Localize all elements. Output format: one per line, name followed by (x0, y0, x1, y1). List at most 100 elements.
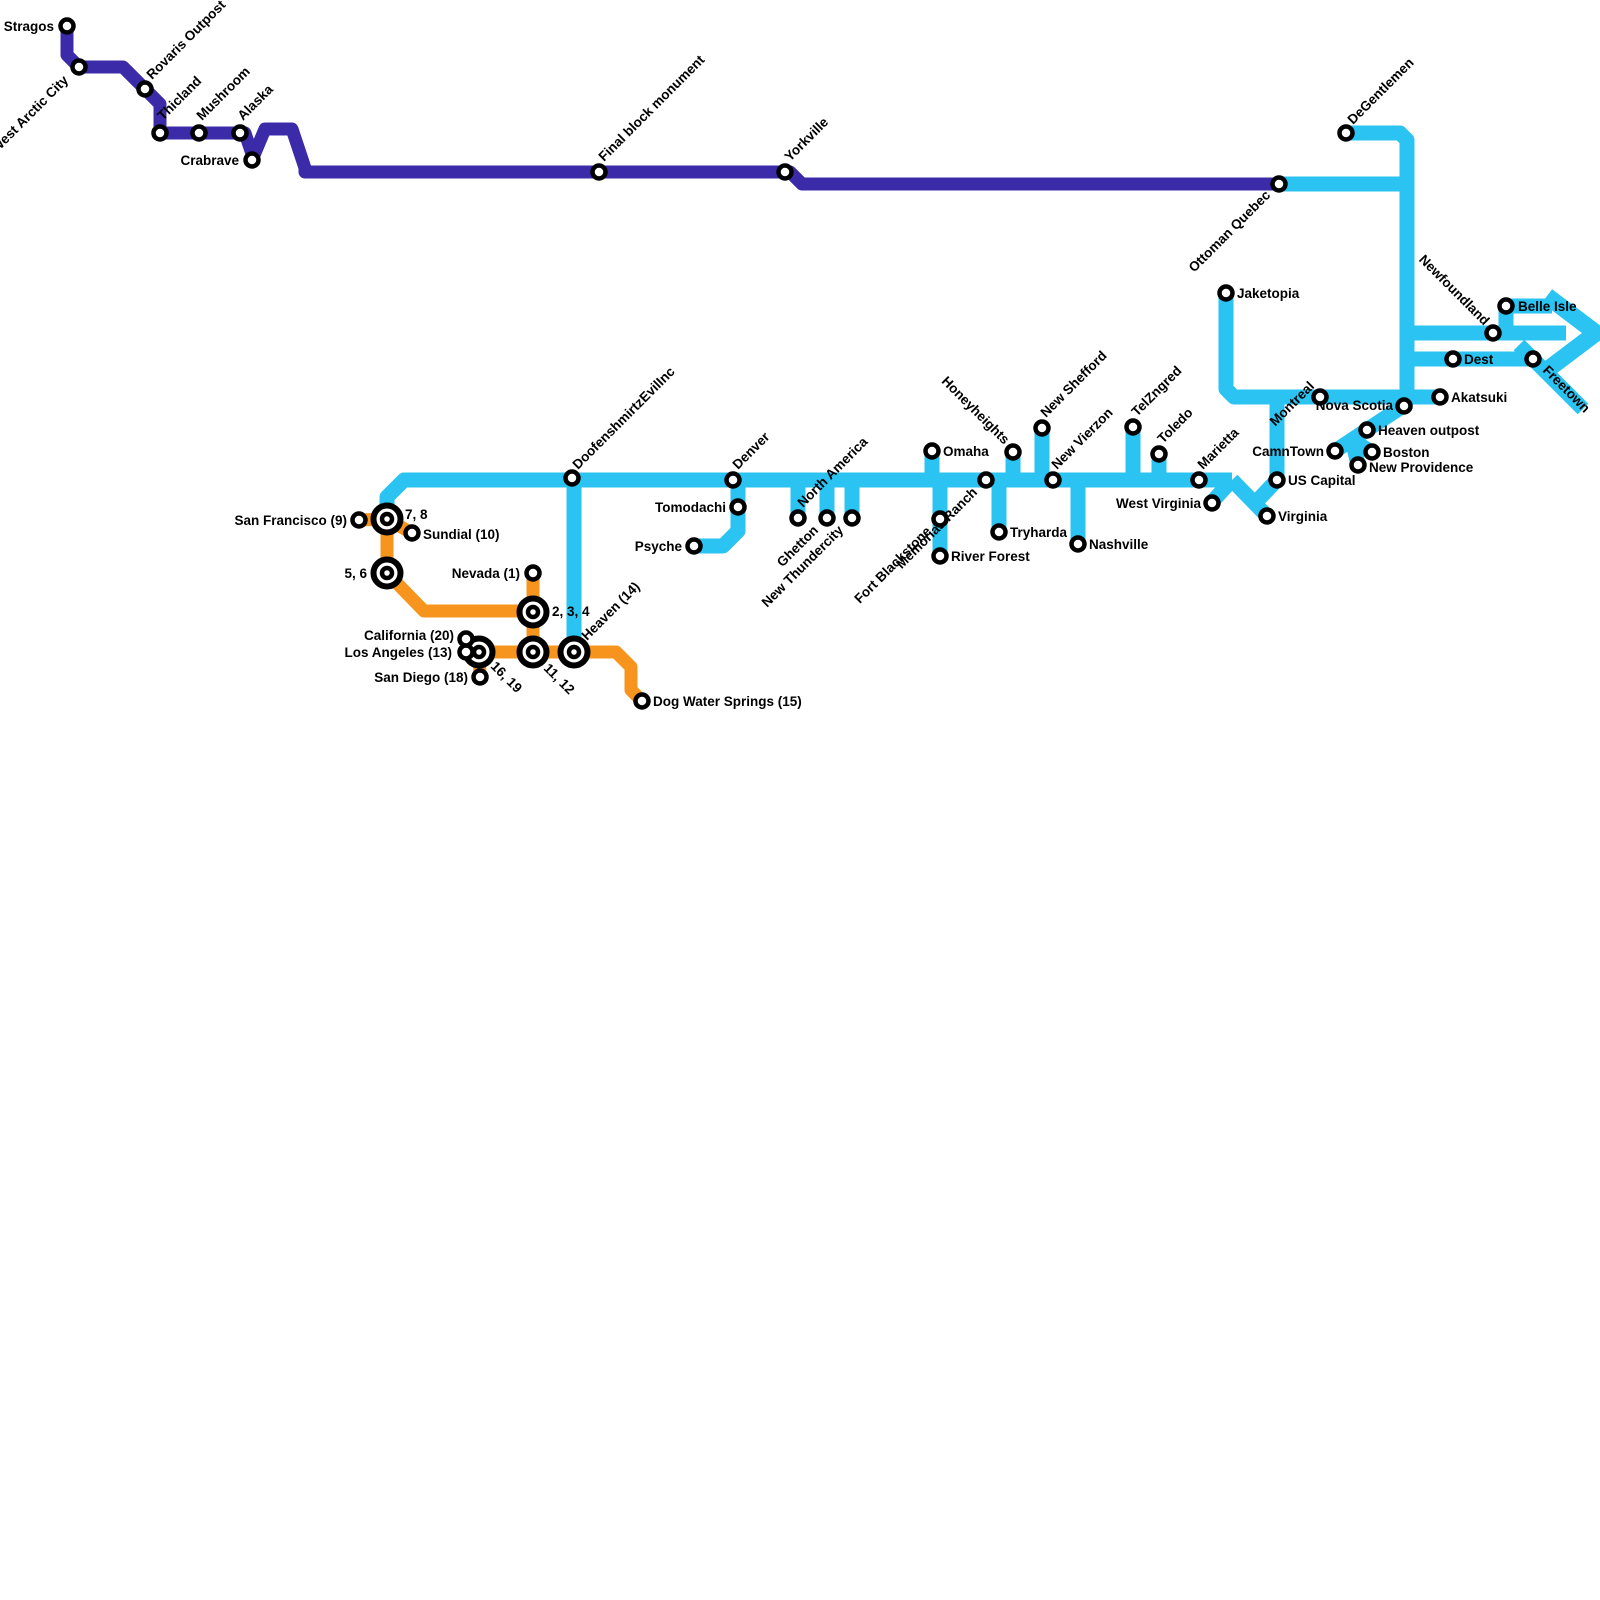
station-marker-icon (1358, 421, 1376, 439)
station-nashville: Nashville (1069, 535, 1149, 553)
station-label-5-6: 5, 6 (344, 566, 367, 581)
station-marker-icon (789, 509, 807, 527)
station-virginia: Virginia (1258, 507, 1328, 525)
orange-line-segment (382, 568, 540, 652)
station-label-los-angeles-13: Los Angeles (13) (344, 645, 452, 660)
station-marker-icon (243, 151, 261, 169)
interchange-core-icon (379, 511, 395, 527)
station-marker-icon (1217, 284, 1235, 302)
station-label-west-virginia: West Virginia (1116, 496, 1202, 511)
station-marker-icon (190, 124, 208, 142)
station-marker-icon (1497, 297, 1515, 315)
station-marker-icon (685, 537, 703, 555)
station-tryharda: Tryharda (990, 523, 1068, 541)
station-label-2-3-4: 2, 3, 4 (552, 604, 590, 619)
station-label-us-capital: US Capital (1288, 473, 1356, 488)
station-akatsuki: Akatsuki (1431, 388, 1507, 406)
station-psyche: Psyche (635, 537, 703, 555)
station-marker-icon (1069, 535, 1087, 553)
station-boston: Boston (1363, 443, 1430, 461)
station-marker-icon (563, 469, 581, 487)
station-marker-icon (58, 17, 76, 35)
station-marker-icon (1524, 350, 1542, 368)
station-label-sundial-10: Sundial (10) (423, 527, 500, 542)
station-sundial-10: Sundial (10) (403, 524, 500, 542)
station-san-francisco-9: San Francisco (9) (234, 511, 368, 529)
station-marker-icon (724, 471, 742, 489)
station-crabrave: Crabrave (180, 151, 261, 169)
interchange-core-icon (379, 565, 395, 581)
station-marker-icon (1484, 324, 1502, 342)
station-label-stragos: Stragos (4, 19, 54, 34)
station-label-heaven-outpost: Heaven outpost (1378, 423, 1480, 438)
station-marker-icon (1190, 471, 1208, 489)
station-label-nashville: Nashville (1089, 537, 1149, 552)
station-marker-icon (931, 510, 949, 528)
station-label-boston: Boston (1383, 445, 1430, 460)
station-marker-icon (1033, 419, 1051, 437)
station-marker-icon (1124, 418, 1142, 436)
station-label-nova-scotia: Nova Scotia (1316, 398, 1394, 413)
station-omaha: Omaha (923, 442, 989, 460)
station-heaven-outpost: Heaven outpost (1358, 421, 1480, 439)
station-label-nevada-1: Nevada (1) (452, 566, 520, 581)
station-label-san-diego-18: San Diego (18) (374, 670, 468, 685)
station-jaketopia: Jaketopia (1217, 284, 1300, 302)
station-tomodachi: Tomodachi (655, 498, 747, 516)
station-marker-icon (1311, 388, 1329, 406)
station-nova-scotia: Nova Scotia (1316, 397, 1413, 415)
station-label-belle-isle: Belle Isle (1518, 299, 1577, 314)
station-marker-icon (1268, 471, 1286, 489)
station-marker-icon (977, 471, 995, 489)
station-river-forest: River Forest (931, 547, 1030, 565)
station-label-omaha: Omaha (943, 444, 989, 459)
station-marker-icon (1444, 350, 1462, 368)
station-marker-icon (1203, 494, 1221, 512)
station-marker-icon (231, 124, 249, 142)
station-dog-water-springs-15: Dog Water Springs (15) (633, 692, 802, 710)
station-label-california-20: California (20) (364, 628, 454, 643)
station-marker-icon (1258, 507, 1276, 525)
station-5-6: 5, 6 (344, 556, 404, 590)
station-label-tryharda: Tryharda (1010, 525, 1068, 540)
station-marker-icon (457, 630, 475, 648)
station-marker-icon (1044, 471, 1062, 489)
station-marker-icon (151, 124, 169, 142)
station-marker-icon (818, 509, 836, 527)
station-marker-icon (1150, 445, 1168, 463)
cyan-line-segment (1218, 293, 1440, 405)
interchange-core-icon (566, 644, 582, 660)
station-marker-icon (1395, 397, 1413, 415)
station-marker-icon (843, 509, 861, 527)
station-marker-icon (1270, 175, 1288, 193)
station-marker-icon (1326, 442, 1344, 460)
station-marker-icon (923, 442, 941, 460)
interchange-core-icon (471, 644, 487, 660)
station-nevada-1: Nevada (1) (452, 564, 542, 582)
station-new-providence: New Providence (1349, 456, 1474, 475)
interchange-core-icon (525, 644, 541, 660)
station-marker-icon (136, 80, 154, 98)
station-marker-icon (931, 547, 949, 565)
station-label-crabrave: Crabrave (180, 153, 239, 168)
station-label-san-francisco-9: San Francisco (9) (234, 513, 347, 528)
station-marker-icon (350, 511, 368, 529)
cyan-line-segment (1541, 289, 1600, 377)
station-marker-icon (1431, 388, 1449, 406)
station-los-angeles-13: Los Angeles (13) (344, 643, 475, 661)
station-marker-icon (471, 668, 489, 686)
station-label-tomodachi: Tomodachi (655, 500, 726, 515)
station-marker-icon (990, 523, 1008, 541)
station-marker-icon (1337, 124, 1355, 142)
station-label-new-providence: New Providence (1369, 460, 1474, 475)
station-7-8: 7, 8 (370, 502, 428, 536)
station-marker-icon (590, 163, 608, 181)
station-label-dest: Dest (1464, 352, 1494, 367)
station-west-virginia: West Virginia (1116, 494, 1221, 512)
interchange-core-icon (525, 604, 541, 620)
station-label-virginia: Virginia (1278, 509, 1328, 524)
station-stragos: Stragos (4, 17, 76, 35)
station-us-capital: US Capital (1268, 471, 1356, 489)
